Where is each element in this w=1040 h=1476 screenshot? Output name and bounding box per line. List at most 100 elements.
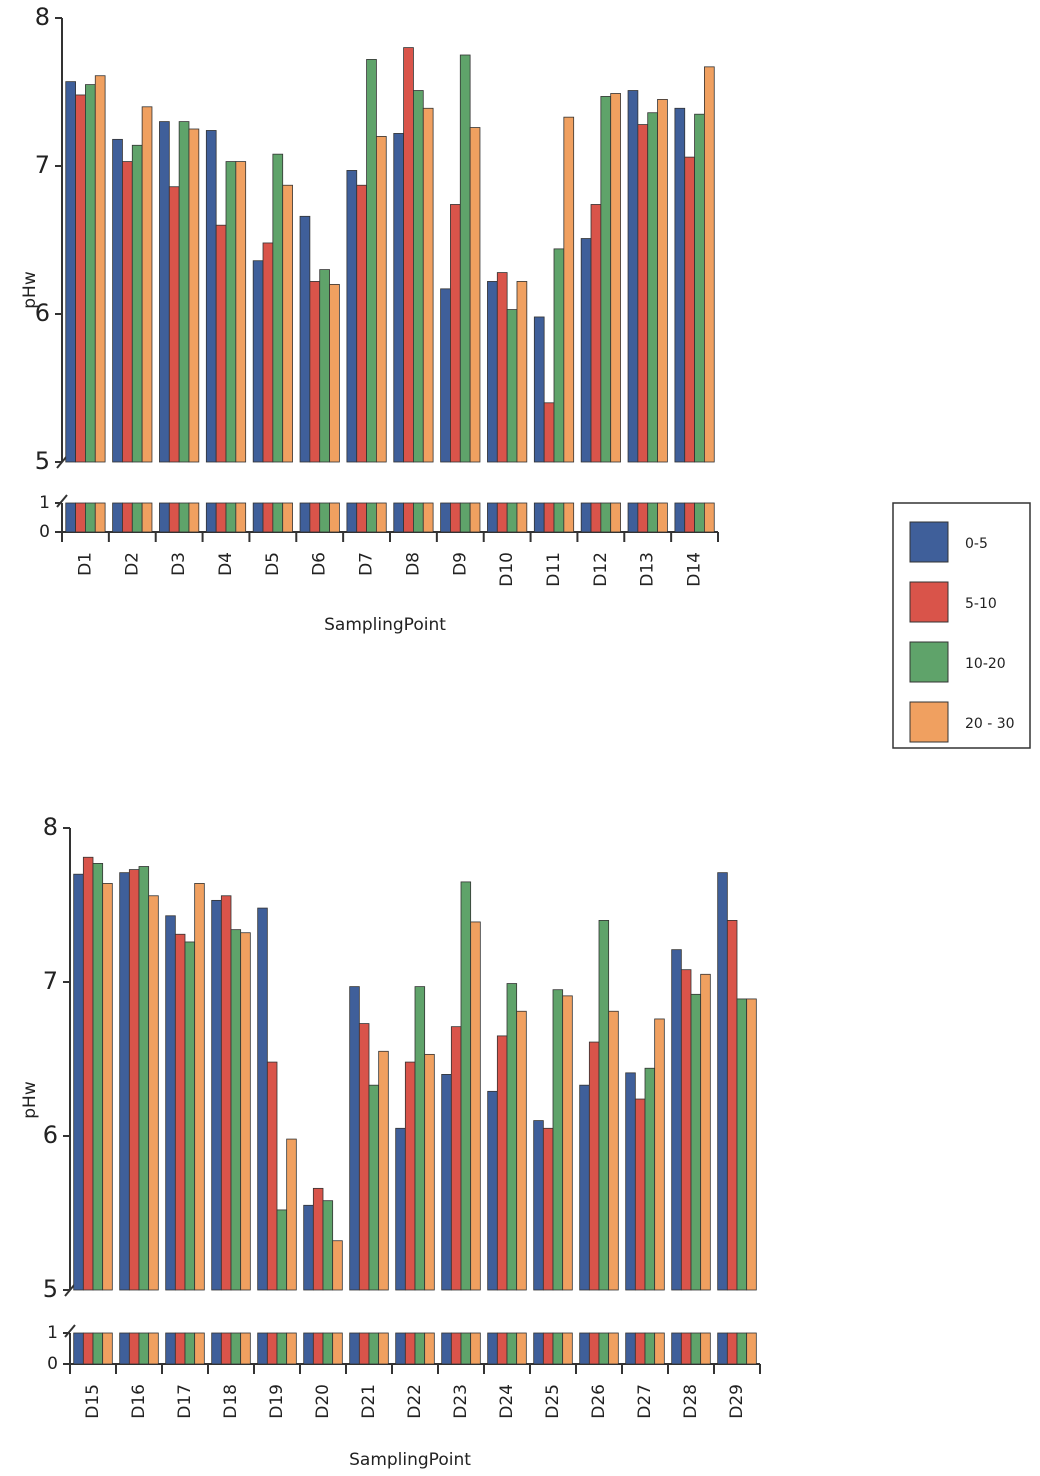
bar-lower <box>460 1332 472 1365</box>
bar-lower <box>404 1332 416 1365</box>
bar <box>366 59 377 463</box>
bar-lower <box>141 502 153 533</box>
y-tick-label: 1 <box>39 493 50 513</box>
x-axis-label: SamplingPoint <box>349 1450 471 1470</box>
bar <box>286 1138 297 1291</box>
bar-lower <box>470 1332 481 1365</box>
bar-lower <box>671 1332 682 1365</box>
bar-lower <box>533 1332 544 1365</box>
bar-lower <box>746 1332 757 1365</box>
bar-lower <box>82 1332 94 1365</box>
bar-lower <box>694 502 705 533</box>
bar-lower <box>413 502 424 533</box>
bar <box>610 93 621 463</box>
bar-lower <box>312 1332 324 1365</box>
y-tick-label: 7 <box>35 151 50 179</box>
bar-lower <box>262 502 274 533</box>
bar <box>704 66 715 463</box>
y-axis-label: pHw <box>20 1081 40 1119</box>
bar-lower <box>674 502 686 533</box>
bar-lower <box>184 1332 196 1365</box>
bar <box>563 116 575 463</box>
y-tick-label: 6 <box>35 299 50 327</box>
bar-lower <box>563 502 575 533</box>
bar <box>112 138 123 463</box>
bar-lower <box>205 502 217 533</box>
legend-swatch <box>909 641 949 683</box>
bar <box>65 81 76 463</box>
bar-lower <box>272 502 284 533</box>
legend-swatch <box>909 581 949 623</box>
x-tick-label: D15 <box>83 1384 103 1419</box>
bar <box>516 1010 527 1291</box>
bar-lower <box>440 502 451 533</box>
x-tick-label: D4 <box>216 552 236 576</box>
bar <box>188 128 200 463</box>
bar <box>680 969 692 1291</box>
bar <box>282 184 293 463</box>
bar <box>73 873 84 1291</box>
bar-lower <box>533 502 545 533</box>
bar <box>459 54 471 463</box>
bar <box>235 161 247 463</box>
bar <box>600 96 612 463</box>
y-tick-label: 0 <box>39 522 50 542</box>
bar-lower <box>579 1332 590 1365</box>
legend-label: 0-5 <box>965 536 988 552</box>
bar-lower <box>257 1332 268 1365</box>
bar <box>496 272 508 463</box>
bar <box>119 872 130 1291</box>
x-tick-label: D25 <box>543 1384 563 1419</box>
bar <box>625 1072 636 1291</box>
bar-lower <box>654 1332 665 1365</box>
bar-lower <box>627 502 639 533</box>
bar <box>654 1018 665 1291</box>
bar <box>368 1084 380 1291</box>
bar <box>470 921 481 1291</box>
x-tick-label: D1 <box>75 552 95 576</box>
bar-lower <box>252 502 264 533</box>
bar-lower <box>506 1332 518 1365</box>
bar <box>378 1050 389 1291</box>
bar-lower <box>717 1332 728 1365</box>
bar <box>700 973 711 1291</box>
bar-lower <box>322 1332 334 1365</box>
bar-lower <box>358 1332 370 1365</box>
bar <box>717 872 728 1291</box>
x-tick-label: D5 <box>263 552 283 576</box>
x-tick-label: D10 <box>497 552 517 587</box>
bar-lower <box>282 502 293 533</box>
bar-lower <box>65 502 76 533</box>
y-tick-label: 1 <box>47 1323 58 1343</box>
legend-swatch <box>909 701 949 743</box>
y-tick-label: 8 <box>35 3 50 31</box>
bar-lower <box>393 502 404 533</box>
bar <box>85 84 96 463</box>
bar-lower <box>422 502 434 533</box>
bar <box>319 269 330 463</box>
bar <box>174 933 186 1291</box>
x-tick-label: D2 <box>122 552 142 576</box>
bar <box>184 941 196 1291</box>
x-tick-label: D24 <box>497 1384 517 1419</box>
bar <box>644 1067 656 1291</box>
bar <box>674 107 686 463</box>
bar <box>637 124 649 463</box>
bar <box>165 915 176 1291</box>
bar-lower <box>286 1332 297 1365</box>
bar <box>131 144 143 463</box>
bar <box>220 895 232 1291</box>
bar-lower <box>424 1332 435 1365</box>
bar <box>332 1240 343 1291</box>
bar <box>272 153 284 463</box>
bar-lower <box>319 502 330 533</box>
legend-label: 10-20 <box>965 656 1006 672</box>
bar-lower <box>580 502 592 533</box>
bar <box>141 106 153 463</box>
x-tick-label: D9 <box>450 552 470 576</box>
bar <box>356 184 367 463</box>
bar <box>634 1098 646 1291</box>
bar-lower <box>75 502 86 533</box>
bar <box>205 130 217 463</box>
